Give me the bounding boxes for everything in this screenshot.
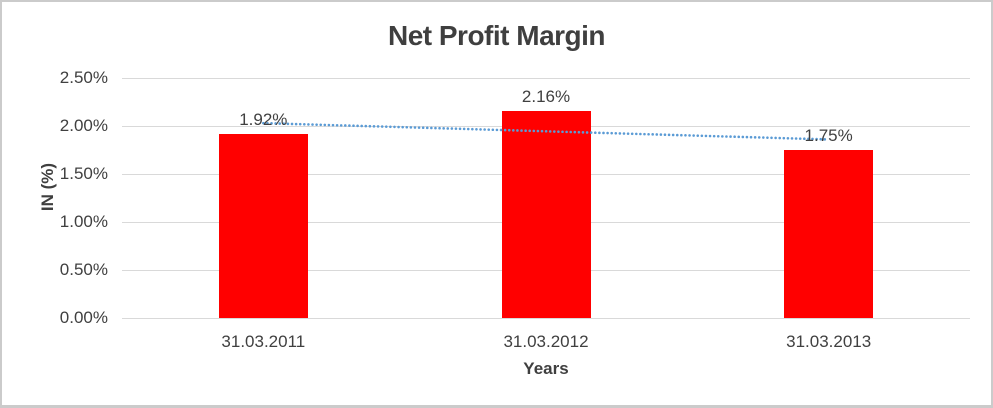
bar [501,110,591,318]
y-tick-label: 1.00% [59,212,108,231]
data-label: 1.75% [804,126,853,145]
gridline [122,77,970,79]
data-label: 2.16% [521,86,571,106]
data-label: 1.92% [239,109,288,129]
x-tick-label: 31.03.2011 [221,332,306,351]
x-tick-label: 31.03.2012 [503,332,589,351]
y-tick-label: 0.00% [59,308,108,327]
chart-title: Net Profit Margin [387,20,606,51]
gridline [122,317,970,319]
y-tick-label: 2.50% [59,68,108,87]
trendline [262,121,830,141]
x-tick-label: 31.03.2013 [786,332,872,351]
y-tick-label: 2.00% [59,116,108,135]
y-tick-label: 1.50% [59,164,108,183]
x-axis-title: Years [523,359,569,378]
bar [784,150,874,318]
bar [218,133,308,318]
y-tick-label: 0.50% [59,260,108,279]
